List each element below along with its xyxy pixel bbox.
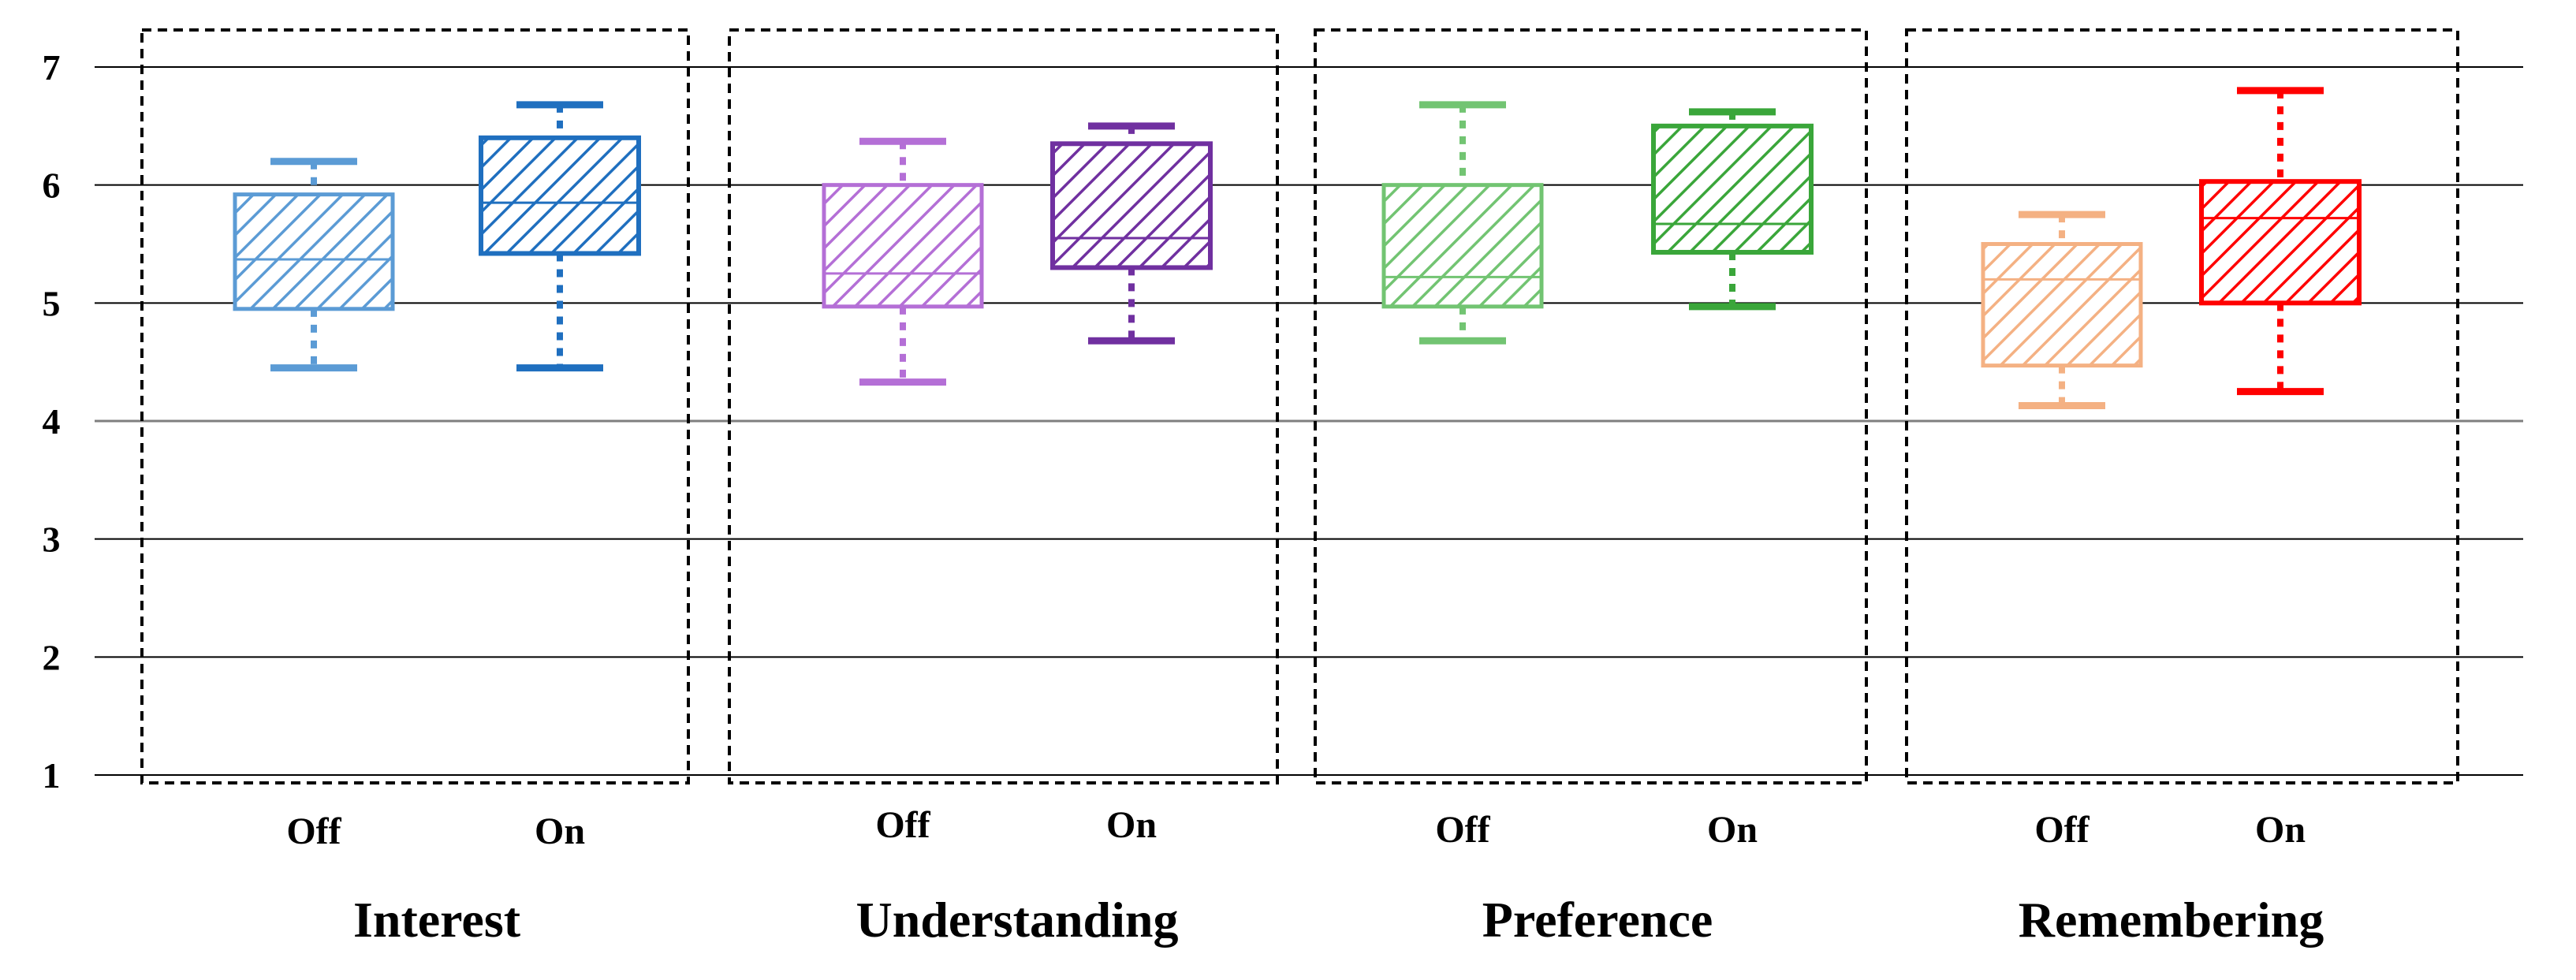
- group-label-understanding: Understanding: [856, 892, 1179, 948]
- y-tick-label-3: 3: [43, 520, 61, 560]
- y-tick-label-2: 2: [43, 637, 61, 677]
- box-label-preference-off: Off: [1435, 809, 1490, 851]
- box-iqr: [1050, 141, 1213, 270]
- box-label-interest-on: On: [535, 810, 585, 852]
- box-iqr: [233, 192, 395, 311]
- box-label-interest-off: Off: [286, 810, 341, 852]
- gridlines: [95, 66, 2523, 776]
- box-label-remembering-off: Off: [2034, 809, 2090, 851]
- box-label-preference-on: On: [1707, 809, 1758, 851]
- box-label-understanding-off: Off: [875, 804, 930, 846]
- box-label-remembering-on: On: [2255, 809, 2306, 851]
- box-iqr: [1651, 123, 1814, 255]
- group-panel-preference: [1314, 28, 1868, 784]
- box-iqr: [2199, 179, 2362, 306]
- y-tick-label-1: 1: [43, 755, 61, 796]
- box-remembering-off: [1981, 211, 2143, 410]
- box-interest-off: [233, 158, 395, 372]
- box-iqr: [1981, 242, 2143, 368]
- box-iqr: [822, 183, 984, 309]
- y-tick-label-5: 5: [43, 283, 61, 323]
- y-tick-label-6: 6: [43, 166, 61, 206]
- box-iqr: [1381, 183, 1544, 309]
- box-iqr: [479, 135, 641, 256]
- box-preference-on: [1651, 108, 1814, 311]
- boxes: [233, 87, 2362, 410]
- group-panel-remembering: [1905, 28, 2459, 784]
- group-label-remembering: Remembering: [2019, 892, 2324, 948]
- box-interest-on: [479, 101, 641, 372]
- group-panels: [140, 28, 2459, 784]
- box-label-understanding-on: On: [1106, 804, 1157, 846]
- group-label-preference: Preference: [1482, 892, 1713, 948]
- y-tick-label-7: 7: [43, 47, 61, 88]
- labels: 1 2 3 4 5 6 7 Interest Off On Understanding Off On Pr…: [43, 47, 2324, 948]
- box-remembering-on: [2199, 87, 2362, 396]
- box-understanding-on: [1050, 122, 1213, 345]
- group-label-interest: Interest: [353, 892, 521, 948]
- box-understanding-off: [822, 137, 984, 386]
- y-tick-label-4: 4: [43, 401, 61, 442]
- group-panel-interest: [140, 28, 690, 784]
- group-panel-understanding: [728, 28, 1279, 784]
- box-preference-off: [1381, 101, 1544, 345]
